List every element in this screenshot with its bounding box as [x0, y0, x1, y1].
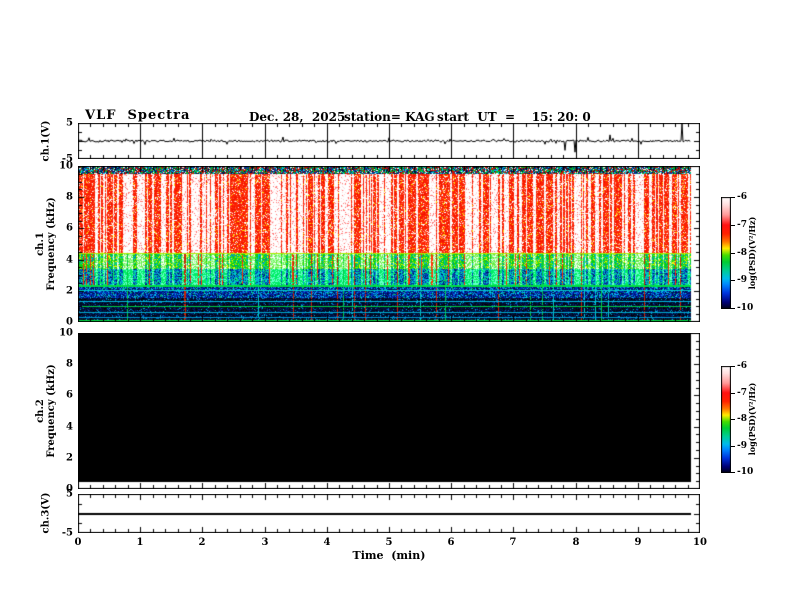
x-tick-label: 8: [572, 537, 580, 548]
ch2-spectrogram-canvas: [78, 333, 700, 489]
y-tick-label: 10: [59, 160, 73, 172]
panel-ch1-spectrogram: [78, 166, 700, 322]
y-tick-label: -5: [61, 527, 73, 539]
colorbar-tick-label: -8: [737, 414, 747, 424]
y-tick-label: 4: [66, 421, 73, 433]
colorbar-ch1: [721, 197, 731, 309]
colorbar-tick: [731, 366, 735, 367]
colorbar-tick: [731, 419, 735, 420]
colorbar-tick: [731, 225, 735, 226]
plot-station: station= KAG: [344, 110, 435, 124]
x-tick-label: 2: [198, 537, 206, 548]
colorbar-tick: [731, 393, 735, 394]
colorbar-ch2-unit-label: log(PSD)(V²/Hz): [747, 382, 757, 456]
colorbar-ch1-unit-label: log(PSD)(V²/Hz): [747, 216, 757, 290]
y-tick-label: 10: [59, 327, 73, 339]
ch3-waveform-canvas: [78, 494, 700, 533]
colorbar-ch2-gradient-canvas: [721, 366, 731, 473]
colorbar-ch1-gradient-canvas: [721, 197, 731, 309]
x-tick-label: 5: [385, 537, 393, 548]
colorbar-tick-label: -10: [737, 303, 754, 313]
x-tick-label: 4: [323, 537, 331, 548]
colorbar-ch2: [721, 366, 731, 473]
x-tick-label: 10: [693, 537, 707, 548]
x-tick-label: 6: [447, 537, 455, 548]
y-tick-label: -5: [61, 153, 73, 165]
y-tick-label: 8: [66, 358, 73, 370]
x-tick-label: 1: [136, 537, 144, 548]
colorbar-tick-label: -7: [737, 220, 747, 230]
y-tick-label: 2: [66, 285, 73, 297]
colorbar-tick-label: -9: [737, 275, 747, 285]
y-tick-label: 0: [66, 483, 73, 495]
panel-ch1-voltage: [78, 123, 700, 159]
ch1-waveform-canvas: [78, 123, 700, 159]
ch1-spectrogram-canvas: [78, 166, 700, 322]
y-tick-label: 5: [66, 488, 73, 500]
x-axis-title: Time (min): [352, 549, 426, 562]
colorbar-tick-label: -9: [737, 441, 747, 451]
y-tick-label: 5: [66, 117, 73, 129]
y-tick-label: 8: [66, 191, 73, 203]
colorbar-tick: [731, 308, 735, 309]
colorbar-tick-label: -8: [737, 248, 747, 258]
colorbar-tick: [731, 280, 735, 281]
panel-ch2-spectrogram: [78, 333, 700, 489]
y-tick-label: 6: [66, 389, 73, 401]
y-tick-label: 0: [66, 316, 73, 328]
plot-start-ut: start UT = 15: 20: 0: [437, 110, 591, 124]
x-tick-label: 7: [509, 537, 517, 548]
panel-ch3-voltage: [78, 494, 700, 533]
colorbar-tick: [731, 472, 735, 473]
colorbar-tick: [731, 253, 735, 254]
y-tick-label: 6: [66, 222, 73, 234]
colorbar-tick: [731, 446, 735, 447]
colorbar-tick-label: -6: [737, 361, 747, 371]
x-tick-label: 9: [634, 537, 642, 548]
colorbar-tick: [731, 197, 735, 198]
plot-date: Dec. 28, 2025: [249, 110, 346, 124]
x-tick-label: 0: [74, 537, 82, 548]
y-tick-label: 4: [66, 254, 73, 266]
colorbar-tick-label: -7: [737, 388, 747, 398]
x-tick-label: 3: [261, 537, 269, 548]
colorbar-tick-label: -10: [737, 467, 754, 477]
plot-title: VLF Spectra: [85, 108, 191, 123]
colorbar-tick-label: -6: [737, 192, 747, 202]
y-tick-label: 2: [66, 452, 73, 464]
